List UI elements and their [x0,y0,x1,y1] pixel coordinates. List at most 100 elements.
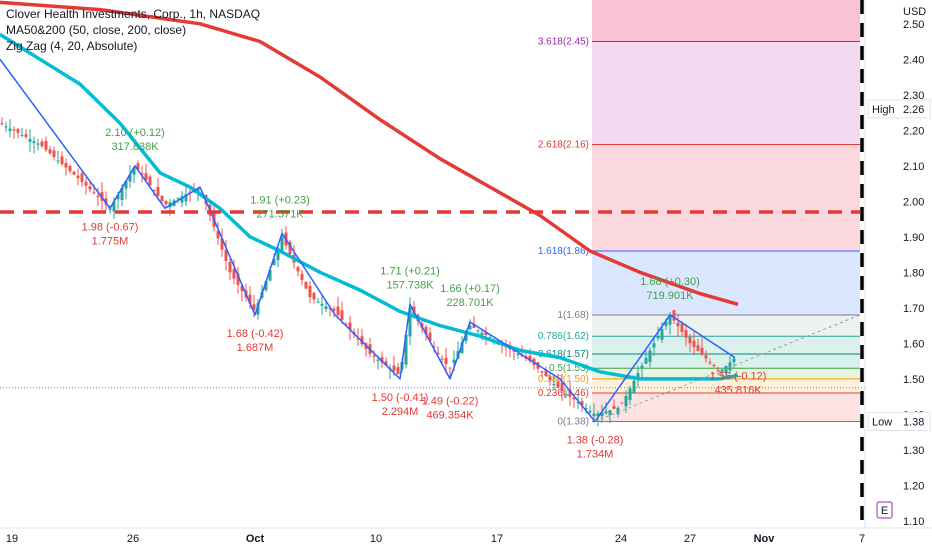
zigzag-pivot-volume: 271.571K [256,208,304,220]
candle-body [604,411,608,414]
candle-body [196,188,200,192]
fib-band-top [592,0,860,42]
candle-body [228,261,232,273]
candle-body [236,273,240,285]
zigzag-labels: 2.10 (+0.12) 317.838K 1.98 (-0.67) 1.775M 1.… [82,127,767,461]
earnings-badge-label: E [881,505,888,517]
zigzag-indicator-label[interactable]: Zig Zag (4, 20, Absolute) [6,39,138,53]
candle-body [324,306,328,310]
candle-body [36,143,40,145]
earnings-badge [876,501,893,519]
fib-band [592,251,860,315]
candle-body [724,366,728,374]
candle-body [716,369,720,371]
candle-body [588,410,592,413]
y-tick-label: 1.60 [903,338,924,350]
series-ma200-line [0,0,739,306]
candle-body [624,395,628,407]
candle-body [640,365,644,369]
fib-band [592,144,860,252]
candle-body [348,322,352,330]
candle-body [112,201,116,212]
candle-body [272,258,276,266]
candle-body [684,329,688,338]
fib-band [592,354,860,369]
symbol-title[interactable]: Clover Health Investments, Corp., 1h, NA… [6,7,261,21]
y-tick-label: 2.30 [903,90,924,102]
candle-body [312,292,316,300]
candle-body [440,358,444,360]
x-tick-label: Oct [246,533,265,545]
candle-body [116,194,120,200]
fib-band [592,314,860,337]
fib-level-label: 1(1.68) [557,310,589,321]
x-tick-label: 19 [6,533,18,545]
candle-body [476,330,480,332]
x-tick-label: Nov [754,533,776,545]
candle-body [96,195,100,198]
candle-body [136,163,140,170]
candle-body [396,367,400,374]
candle-body [564,393,568,395]
candle-body [544,370,548,377]
candle-body [692,340,696,348]
candle-body [372,355,376,357]
candle-body [60,156,64,165]
candle-body [404,334,408,365]
candle-body [648,350,652,362]
candle-body [584,407,588,410]
x-tick-label: 27 [684,533,696,545]
candle-body [232,269,236,279]
zigzag-pivot-volume: 2.294M [382,406,419,418]
candle-body [428,332,432,341]
zigzag-pivot-volume: 1.734M [577,448,614,460]
x-tick-label: 7 [859,533,865,545]
candle-body [576,402,580,404]
high-badge-label: High [872,104,895,116]
y-tick-label: 2.20 [903,125,924,137]
candle-body [340,310,344,320]
candle-body [240,285,244,292]
zigzag-pivot-volume: 1.775M [92,235,129,247]
candle-body [188,191,192,193]
candle-body [40,141,44,147]
y-tick-label: 1.80 [903,267,924,279]
fibonacci-extension: 3.618(2.45) 2.618(2.16) 1.618(1.86) 1(1.68)… [538,0,860,427]
candle-body [460,342,464,354]
candle-body [572,397,576,400]
y-tick-label: 1.90 [903,232,924,244]
candle-body [0,123,4,125]
y-tick-label: 1.70 [903,303,924,315]
candle-body [636,373,640,381]
zigzag-pivot-price: 1.49 (-0.22) [422,395,479,407]
candle-body [304,281,308,289]
candle-body [672,310,676,321]
candle-body [132,167,136,175]
candle-body [176,198,180,200]
ma-indicator-label[interactable]: MA50&200 (50, close, 200, close) [6,23,187,37]
zigzag-pivot-price: 1.91 (+0.23) [250,194,310,206]
candle-body [288,241,292,255]
y-tick-label: 2.00 [903,196,924,208]
candle-body [56,160,60,162]
zigzag-pivot-volume: 719.901K [646,290,694,302]
candle-body [472,323,476,328]
high-badge-value: 2.26 [903,104,924,116]
candle-body [432,346,436,348]
candle-body [48,149,52,154]
candle-body [612,406,616,409]
candle-body [252,304,256,310]
high-badge [867,99,931,119]
candle-body [652,343,656,348]
candle-body [540,370,544,373]
candle-body [660,329,664,340]
zigzag-pivot-volume: 435.816K [714,385,762,397]
zigzag-pivot-price: 1.68 (+0.30) [640,276,700,288]
price-axis-background [865,0,932,550]
candle-body [280,236,284,251]
candle-body [140,173,144,175]
fib-level-label: 2.618(2.16) [538,139,589,150]
zigzag-pivot-price: 1.50 (-0.41) [372,392,429,404]
candle-body [444,357,448,364]
